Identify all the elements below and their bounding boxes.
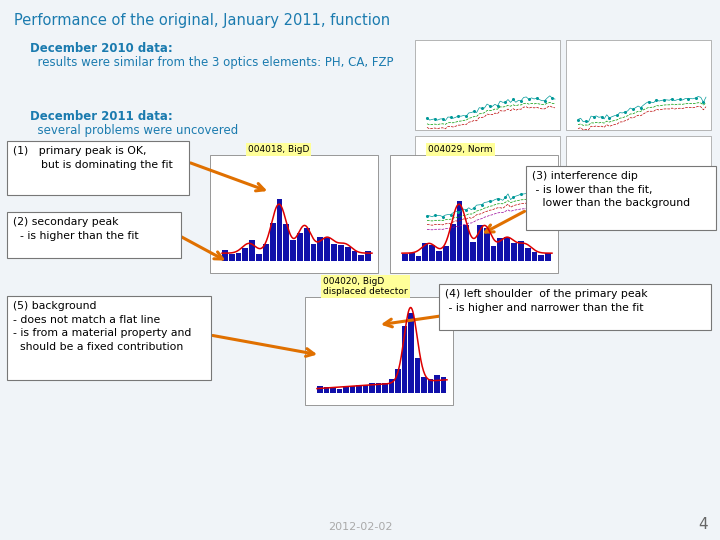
Bar bbox=[415, 256, 421, 261]
Bar bbox=[421, 376, 426, 393]
Bar bbox=[323, 387, 329, 393]
Text: (3) interference dip
 - is lower than the fit,
   lower than the background: (3) interference dip - is lower than the… bbox=[532, 171, 690, 208]
Bar bbox=[305, 297, 453, 405]
Text: Performance of the original, January 2011, function: Performance of the original, January 201… bbox=[14, 13, 390, 28]
Bar bbox=[336, 389, 342, 393]
Bar bbox=[456, 201, 462, 261]
Bar bbox=[362, 384, 368, 393]
Text: 004020, BigD
displaced detector: 004020, BigD displaced detector bbox=[323, 276, 408, 296]
Bar bbox=[477, 225, 483, 261]
Bar bbox=[222, 250, 228, 261]
Bar bbox=[369, 383, 374, 393]
Text: (1)   primary peak is OK,
        but is dominating the fit: (1) primary peak is OK, but is dominatin… bbox=[13, 146, 173, 170]
Bar bbox=[518, 240, 523, 261]
Bar bbox=[566, 40, 711, 130]
Bar bbox=[290, 240, 296, 261]
FancyBboxPatch shape bbox=[7, 212, 181, 258]
Bar bbox=[531, 252, 537, 261]
Bar bbox=[243, 248, 248, 261]
Bar bbox=[566, 136, 711, 226]
Bar bbox=[270, 224, 276, 261]
Bar bbox=[390, 155, 558, 273]
Text: 2012-02-02: 2012-02-02 bbox=[328, 522, 392, 532]
Bar bbox=[382, 383, 387, 393]
Bar bbox=[415, 136, 560, 226]
Bar bbox=[402, 254, 408, 261]
Bar bbox=[504, 237, 510, 261]
Bar bbox=[395, 369, 400, 393]
Bar bbox=[434, 375, 439, 393]
Bar bbox=[545, 253, 551, 261]
Bar bbox=[539, 255, 544, 261]
Text: several problems were uncovered: several problems were uncovered bbox=[30, 124, 238, 137]
Bar bbox=[349, 386, 355, 393]
Text: 4: 4 bbox=[698, 517, 708, 532]
Text: December 2011 data:: December 2011 data: bbox=[30, 110, 173, 123]
Bar bbox=[324, 238, 330, 261]
Text: (2) secondary peak
  - is higher than the fit: (2) secondary peak - is higher than the … bbox=[13, 217, 139, 241]
Bar bbox=[317, 386, 323, 393]
Text: 004029, Norm: 004029, Norm bbox=[428, 145, 492, 154]
Bar bbox=[284, 224, 289, 261]
Bar bbox=[276, 199, 282, 261]
Bar bbox=[343, 386, 348, 393]
FancyBboxPatch shape bbox=[7, 141, 189, 195]
Bar bbox=[490, 246, 496, 261]
Bar bbox=[310, 245, 316, 261]
Bar bbox=[525, 248, 531, 261]
Bar bbox=[318, 237, 323, 261]
Bar bbox=[402, 326, 407, 393]
Bar bbox=[436, 251, 442, 261]
Text: (4) left shoulder  of the primary peak
 - is higher and narrower than the fit: (4) left shoulder of the primary peak - … bbox=[445, 289, 647, 313]
Bar bbox=[210, 155, 378, 273]
Bar bbox=[409, 253, 415, 261]
Bar bbox=[511, 243, 517, 261]
Bar bbox=[376, 383, 381, 393]
Bar bbox=[443, 246, 449, 261]
Bar bbox=[365, 251, 371, 261]
Text: (5) background
- does not match a flat line
- is from a material property and
  : (5) background - does not match a flat l… bbox=[13, 301, 192, 352]
Bar bbox=[428, 379, 433, 393]
Bar bbox=[356, 384, 361, 393]
Text: 004018, BigD: 004018, BigD bbox=[248, 145, 310, 154]
Bar bbox=[415, 357, 420, 393]
Bar bbox=[330, 387, 336, 393]
Bar bbox=[229, 254, 235, 261]
Bar bbox=[359, 255, 364, 261]
Bar bbox=[484, 227, 490, 261]
Bar bbox=[498, 239, 503, 261]
Bar bbox=[331, 244, 337, 261]
Bar bbox=[415, 40, 560, 130]
Bar bbox=[256, 253, 262, 261]
Bar bbox=[441, 377, 446, 393]
Bar bbox=[249, 240, 255, 261]
Bar bbox=[345, 247, 351, 261]
Bar bbox=[450, 224, 456, 261]
Bar bbox=[408, 313, 413, 393]
Text: December 2010 data:: December 2010 data: bbox=[30, 42, 173, 55]
FancyBboxPatch shape bbox=[526, 166, 716, 230]
Bar bbox=[470, 242, 476, 261]
Bar bbox=[338, 245, 343, 261]
Bar bbox=[423, 242, 428, 261]
Bar bbox=[297, 233, 303, 261]
FancyBboxPatch shape bbox=[7, 296, 211, 380]
Bar bbox=[389, 379, 394, 393]
Bar bbox=[263, 244, 269, 261]
Text: results were similar from the 3 optics elements: PH, CA, FZP: results were similar from the 3 optics e… bbox=[30, 56, 394, 69]
Bar bbox=[464, 225, 469, 261]
FancyBboxPatch shape bbox=[439, 284, 711, 330]
Bar bbox=[235, 253, 241, 261]
Bar bbox=[304, 228, 310, 261]
Bar bbox=[351, 251, 357, 261]
Bar bbox=[429, 245, 435, 261]
